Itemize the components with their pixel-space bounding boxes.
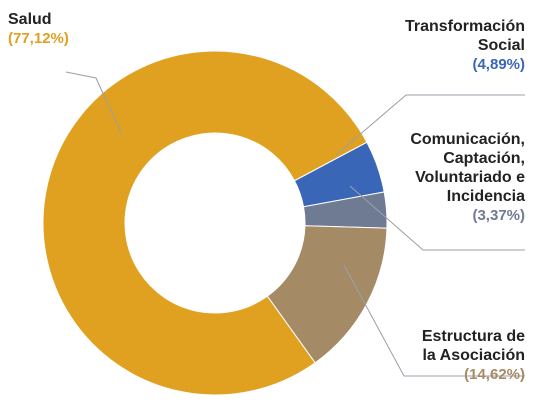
leader-line-salud <box>65 71 123 136</box>
label-estructura-line1: Estructura de <box>421 328 525 345</box>
label-estructura-percent: (14,62%) <box>464 366 525 383</box>
label-transformacion-percent: (4,89%) <box>472 56 525 73</box>
leader-line-estructura <box>343 264 525 377</box>
label-comunicacion-percent: (3,37%) <box>472 207 525 224</box>
label-transformacion: Transformación Social (4,89%) <box>405 17 525 74</box>
label-transformacion-line1: Transformación <box>404 18 525 35</box>
label-comunicacion-line4: Incidencia <box>446 188 525 205</box>
label-estructura: Estructura de la Asociación (14,62%) <box>422 327 525 384</box>
slice-salud <box>42 50 368 396</box>
slice-estructura <box>266 225 388 364</box>
label-salud: Salud (77,12%) <box>8 10 69 48</box>
label-comunicacion-line3: Voluntariado e <box>415 169 525 186</box>
leader-line-comunicacion <box>349 185 525 251</box>
leader-lines <box>65 71 525 377</box>
label-comunicacion: Comunicación, Captación, Voluntariado e … <box>410 130 525 225</box>
label-salud-percent: (77,12%) <box>8 30 69 47</box>
label-estructura-line2: la Asociación <box>422 347 525 364</box>
label-transformacion-line2: Social <box>477 37 525 54</box>
label-salud-name: Salud <box>8 11 52 28</box>
label-comunicacion-line1: Comunicación, <box>410 131 525 148</box>
leader-line-transformacion <box>335 94 525 156</box>
label-comunicacion-line2: Captación, <box>443 150 525 167</box>
donut-slices <box>42 50 388 396</box>
